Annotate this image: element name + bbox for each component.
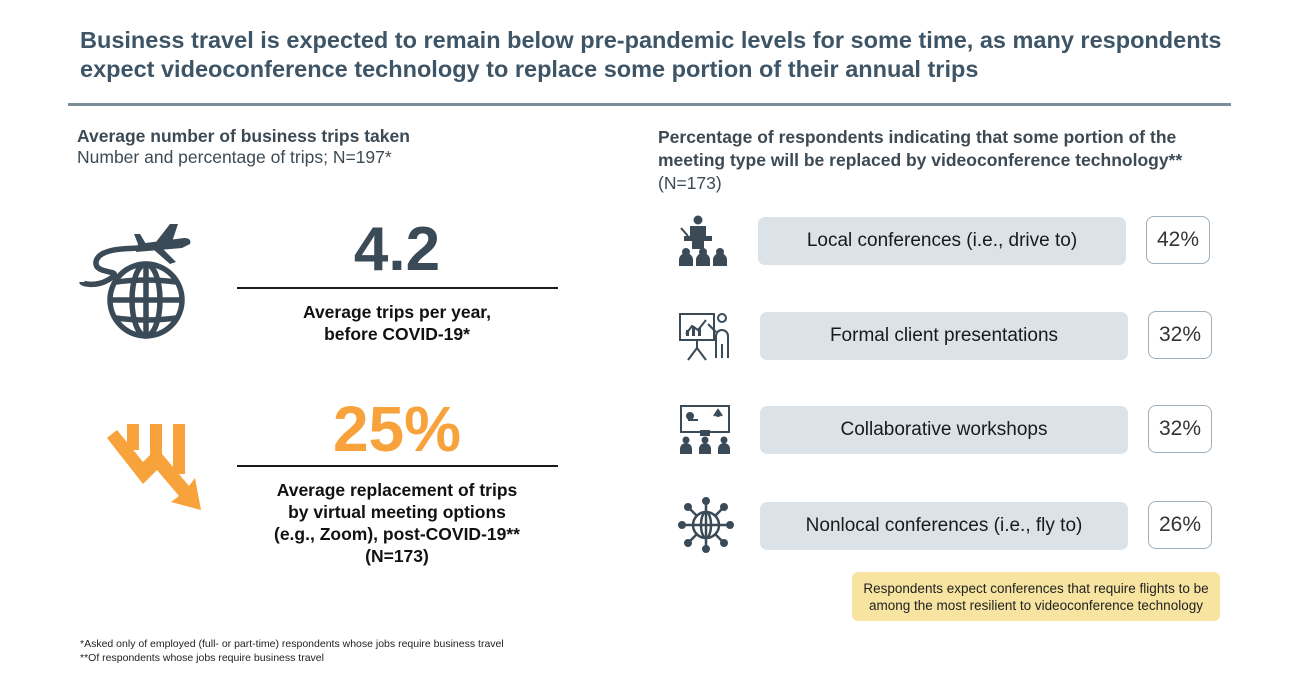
- plane-globe-icon: [79, 224, 191, 339]
- replacement-label: Average replacement of trips by virtual …: [274, 480, 520, 566]
- replacement-heading-line1: Percentage of respondents indicating tha…: [658, 127, 1177, 147]
- title-divider: [68, 103, 1231, 106]
- downtrend-arrow-icon: [107, 424, 201, 510]
- pct-collaborative-workshops: 32%: [1148, 405, 1212, 453]
- meeting-type-nonlocal-conferences: Nonlocal conferences (i.e., fly to): [760, 502, 1128, 550]
- right-panel-heading: Percentage of respondents indicating tha…: [658, 126, 1182, 195]
- footnote-1: *Asked only of employed (full- or part-t…: [80, 638, 504, 650]
- stat2-rule: [237, 465, 558, 467]
- page-title: Business travel is expected to remain be…: [80, 27, 1222, 82]
- meeting-type-formal-presentations: Formal client presentations: [760, 312, 1128, 360]
- trips-heading: Average number of business trips taken: [77, 126, 410, 146]
- speaker-audience-icon: [679, 215, 727, 266]
- trips-subheading: Number and percentage of trips; N=197*: [77, 147, 392, 167]
- avg-trips-label: Average trips per year, before COVID-19*: [302, 302, 492, 344]
- replacement-value: 25%: [332, 393, 462, 465]
- callout-note: Respondents expect conferences that requ…: [852, 572, 1220, 621]
- avg-trips-value: 4.2: [353, 215, 441, 284]
- globe-network-icon: [678, 497, 734, 553]
- meeting-type-local-conferences: Local conferences (i.e., drive to): [758, 217, 1126, 265]
- workshop-team-icon: [680, 405, 730, 454]
- pct-local-conferences: 42%: [1146, 216, 1210, 264]
- footnote-2: **Of respondents whose jobs require busi…: [80, 652, 324, 664]
- pct-formal-presentations: 32%: [1148, 311, 1212, 359]
- left-panel-heading: Average number of business trips taken N…: [77, 126, 410, 168]
- stat1-rule: [237, 287, 558, 289]
- pct-nonlocal-conferences: 26%: [1148, 501, 1212, 549]
- replacement-heading-line2: meeting type will be replaced by videoco…: [658, 150, 1183, 170]
- presentation-board-icon: [679, 313, 729, 361]
- footnotes: *Asked only of employed (full- or part-t…: [80, 637, 504, 665]
- meeting-type-collaborative-workshops: Collaborative workshops: [760, 406, 1128, 454]
- replacement-n-note: (N=173): [658, 173, 722, 193]
